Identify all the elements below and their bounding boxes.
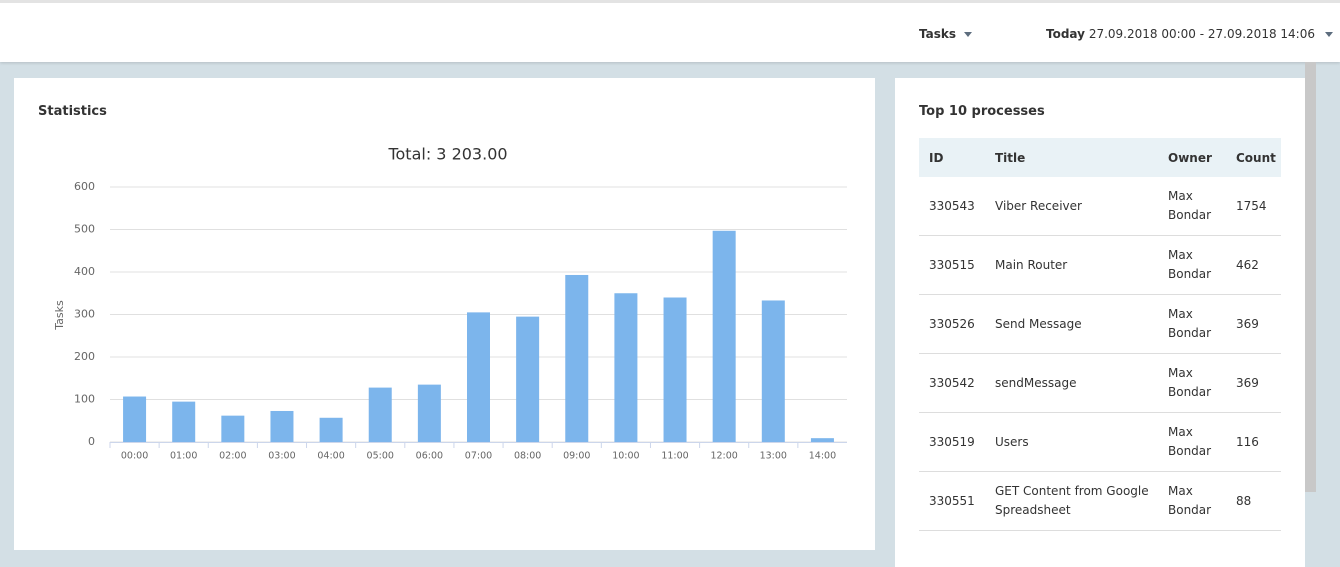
bar bbox=[123, 396, 147, 442]
period-dropdown[interactable]: Today 27.09.2018 00:00 - 27.09.2018 14:0… bbox=[1046, 27, 1333, 41]
table-cell: GET Content from Google Spreadsheet bbox=[985, 471, 1158, 531]
bar bbox=[565, 274, 589, 442]
bar bbox=[663, 297, 687, 442]
table-cell: 369 bbox=[1226, 294, 1281, 354]
y-tick-label: 300 bbox=[74, 308, 95, 321]
panel-title: Statistics bbox=[38, 104, 107, 119]
column-header: Title bbox=[985, 138, 1158, 177]
x-tick-label: 05:00 bbox=[367, 451, 394, 462]
table-cell: 330551 bbox=[919, 471, 985, 531]
y-axis-label: Tasks bbox=[53, 300, 66, 331]
bar bbox=[221, 415, 245, 442]
chart-title: Total: 3 203.00 bbox=[387, 145, 507, 164]
bar bbox=[614, 293, 638, 442]
chart: Total: 3 203.00 Tasks 0 100 200 300 400 500 60… bbox=[53, 145, 847, 462]
x-tick-label: 14:00 bbox=[809, 451, 836, 462]
table-cell: Max Bondar bbox=[1158, 294, 1226, 354]
column-header: Owner bbox=[1158, 138, 1226, 177]
y-tick-label: 400 bbox=[74, 265, 95, 278]
table-cell: 330542 bbox=[919, 353, 985, 413]
table-cell: Max Bondar bbox=[1158, 235, 1226, 295]
top-bar: Tasks Today 27.09.2018 00:00 - 27.09.201… bbox=[0, 0, 1340, 62]
table-body: 330543 Viber Receiver Max Bondar 1754 330515… bbox=[919, 177, 1281, 531]
y-tick-label: 200 bbox=[74, 350, 95, 363]
table-cell: Viber Receiver bbox=[985, 177, 1158, 236]
x-tick-label: 00:00 bbox=[121, 451, 148, 462]
table-cell: 369 bbox=[1226, 353, 1281, 413]
y-tick-label: 0 bbox=[88, 435, 95, 448]
table-cell: Send Message bbox=[985, 294, 1158, 354]
table-cell: Max Bondar bbox=[1158, 353, 1226, 413]
x-tick-label: 12:00 bbox=[710, 451, 737, 462]
x-tick-label: 10:00 bbox=[612, 451, 639, 462]
scrollbar[interactable] bbox=[1305, 62, 1316, 492]
table-cell: Users bbox=[985, 412, 1158, 472]
bar bbox=[810, 438, 834, 442]
panel-title: Top 10 processes bbox=[919, 104, 1045, 119]
y-tick-label: 600 bbox=[74, 180, 95, 193]
y-tick-label: 100 bbox=[74, 393, 95, 406]
period-label: Today bbox=[1046, 27, 1085, 41]
table-row: 330542 sendMessage Max Bondar 369 bbox=[919, 353, 1281, 413]
table-row: 330551 GET Content from Google Spreadshee… bbox=[919, 471, 1281, 531]
tasks-dropdown[interactable]: Tasks bbox=[919, 27, 973, 41]
column-header: Count bbox=[1226, 138, 1281, 177]
table-cell: 330519 bbox=[919, 412, 985, 472]
bar bbox=[270, 410, 294, 442]
table-cell: Main Router bbox=[985, 235, 1158, 295]
bar bbox=[368, 387, 392, 442]
x-tick-label: 11:00 bbox=[661, 451, 688, 462]
table-cell: Max Bondar bbox=[1158, 471, 1226, 531]
period-range: 27.09.2018 00:00 - 27.09.2018 14:06 bbox=[1088, 27, 1315, 41]
bar bbox=[516, 316, 540, 442]
x-tick-label: 03:00 bbox=[268, 451, 295, 462]
x-tick-label: 07:00 bbox=[465, 451, 492, 462]
bar bbox=[467, 312, 490, 442]
bar bbox=[417, 384, 441, 442]
table-cell: Max Bondar bbox=[1158, 177, 1226, 236]
bar bbox=[761, 300, 785, 442]
table-cell: 330515 bbox=[919, 235, 985, 295]
table-row: 330543 Viber Receiver Max Bondar 1754 bbox=[919, 177, 1281, 236]
processes-table: ID Title Owner Count 330543 Viber Receiver Ma… bbox=[919, 138, 1281, 531]
column-header: ID bbox=[919, 138, 985, 177]
bar bbox=[712, 230, 736, 442]
table-row: 330519 Users Max Bondar 116 bbox=[919, 412, 1281, 472]
y-tick-label: 500 bbox=[74, 223, 95, 236]
processes-panel: Top 10 processes ID Title Owner Count 33054… bbox=[895, 78, 1305, 567]
table-cell: Max Bondar bbox=[1158, 412, 1226, 472]
x-tick-label: 08:00 bbox=[514, 451, 541, 462]
dropdown-label: Tasks bbox=[919, 27, 957, 41]
bar bbox=[172, 401, 196, 442]
x-tick-label: 01:00 bbox=[170, 451, 197, 462]
table-cell: 330543 bbox=[919, 177, 985, 236]
table-cell: sendMessage bbox=[985, 353, 1158, 413]
x-tick-label: 04:00 bbox=[317, 451, 344, 462]
x-tick-label: 06:00 bbox=[416, 451, 443, 462]
table-header: ID Title Owner Count bbox=[919, 138, 1281, 177]
table-row: 330526 Send Message Max Bondar 369 bbox=[919, 294, 1281, 354]
table-cell: 462 bbox=[1226, 235, 1281, 295]
table-row: 330515 Main Router Max Bondar 462 bbox=[919, 235, 1281, 295]
table-cell: 116 bbox=[1226, 412, 1281, 472]
table-cell: 88 bbox=[1226, 471, 1281, 531]
x-tick-label: 09:00 bbox=[563, 451, 590, 462]
statistics-panel: Statistics Total: 3 203.00 Tasks 0 100 200… bbox=[14, 78, 875, 550]
table-cell: 1754 bbox=[1226, 177, 1281, 236]
table-cell: 330526 bbox=[919, 294, 985, 354]
bar bbox=[319, 417, 343, 442]
x-tick-label: 02:00 bbox=[219, 451, 246, 462]
x-tick-label: 13:00 bbox=[760, 451, 787, 462]
